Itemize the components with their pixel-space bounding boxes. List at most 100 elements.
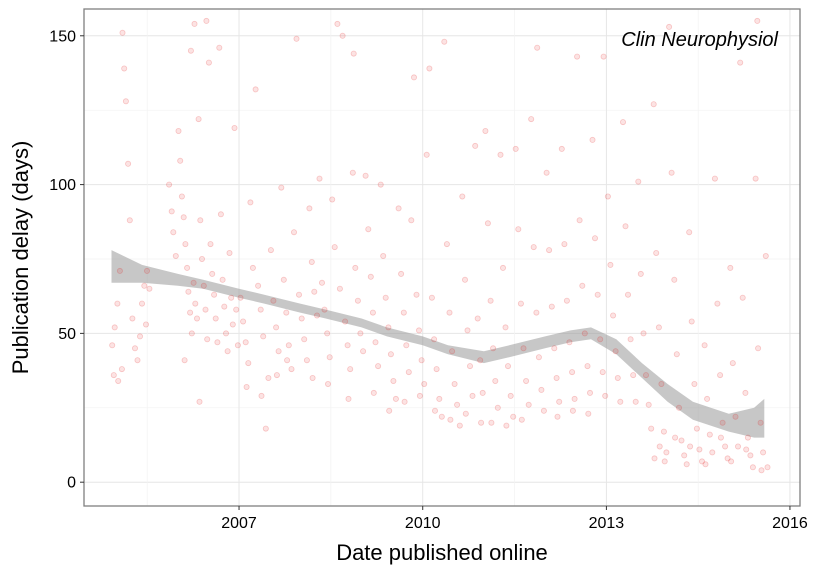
- data-point: [324, 330, 331, 337]
- data-point: [706, 431, 713, 438]
- data-point: [627, 336, 634, 343]
- data-point: [242, 339, 249, 346]
- data-point: [260, 333, 267, 340]
- data-point: [421, 380, 428, 387]
- data-point: [386, 407, 393, 414]
- data-point: [200, 282, 207, 289]
- y-tick-label: 50: [58, 326, 76, 343]
- data-point: [231, 125, 238, 132]
- journal-annotation: Clin Neurophysiol: [621, 29, 778, 51]
- data-point: [497, 151, 504, 158]
- data-point: [602, 392, 609, 399]
- data-point: [760, 449, 767, 456]
- data-point: [462, 410, 469, 417]
- data-point: [205, 59, 212, 66]
- data-point: [744, 434, 751, 441]
- data-point: [401, 398, 408, 405]
- data-point: [181, 357, 188, 364]
- x-tick-label: 2007: [221, 515, 257, 532]
- data-point: [563, 297, 570, 304]
- data-point: [540, 407, 547, 414]
- data-point: [614, 374, 621, 381]
- data-point: [612, 348, 619, 355]
- data-point: [284, 357, 291, 364]
- data-point: [528, 116, 535, 123]
- data-point: [298, 315, 305, 322]
- data-point: [400, 309, 407, 316]
- data-point: [339, 32, 346, 39]
- data-point: [216, 44, 223, 51]
- data-point: [198, 255, 205, 262]
- data-point: [661, 458, 668, 465]
- y-axis: 0 50 100 150: [49, 28, 84, 492]
- data-point: [466, 363, 473, 370]
- data-point: [188, 330, 195, 337]
- data-points: [109, 17, 771, 474]
- data-point: [478, 419, 485, 426]
- data-point: [375, 363, 382, 370]
- data-point: [683, 461, 690, 468]
- data-point: [187, 47, 194, 54]
- data-point: [324, 380, 331, 387]
- y-tick-label: 100: [49, 177, 76, 194]
- data-point: [303, 357, 310, 364]
- data-point: [699, 458, 706, 465]
- data-point: [410, 74, 417, 81]
- data-point: [714, 300, 721, 307]
- data-point: [571, 395, 578, 402]
- data-point: [678, 437, 685, 444]
- data-point: [587, 389, 594, 396]
- data-point: [211, 291, 218, 298]
- data-point: [764, 464, 771, 471]
- data-point: [321, 306, 328, 313]
- data-point: [594, 291, 601, 298]
- data-point: [138, 300, 145, 307]
- data-point: [732, 413, 739, 420]
- data-point: [446, 309, 453, 316]
- data-point: [599, 369, 606, 376]
- data-point: [212, 315, 219, 322]
- data-point: [405, 369, 412, 376]
- data-point: [436, 395, 443, 402]
- data-point: [752, 175, 759, 182]
- data-point: [184, 264, 191, 271]
- data-point: [249, 264, 256, 271]
- data-point: [592, 235, 599, 242]
- data-point: [293, 35, 300, 42]
- data-point: [141, 282, 148, 289]
- data-point: [329, 196, 336, 203]
- data-point: [702, 461, 709, 468]
- data-point: [472, 142, 479, 149]
- data-point: [190, 279, 197, 286]
- data-point: [433, 366, 440, 373]
- data-point: [416, 392, 423, 399]
- data-point: [581, 330, 588, 337]
- data-point: [724, 455, 731, 462]
- data-point: [668, 169, 675, 176]
- data-point: [762, 252, 769, 259]
- data-point: [360, 348, 367, 355]
- data-point: [515, 226, 522, 233]
- data-point: [507, 392, 514, 399]
- data-point: [285, 342, 292, 349]
- data-point: [688, 318, 695, 325]
- data-point: [645, 401, 652, 408]
- data-point: [663, 449, 670, 456]
- data-point: [354, 297, 361, 304]
- data-point: [717, 372, 724, 379]
- data-point: [309, 374, 316, 381]
- data-point: [554, 413, 561, 420]
- data-point: [673, 351, 680, 358]
- data-point: [119, 29, 126, 36]
- data-point: [551, 345, 558, 352]
- data-point: [214, 339, 221, 346]
- data-point: [757, 419, 764, 426]
- data-point: [755, 345, 762, 352]
- data-point: [178, 193, 185, 200]
- data-point: [265, 374, 272, 381]
- data-point: [267, 247, 274, 254]
- data-point: [313, 312, 320, 319]
- data-point: [443, 241, 450, 248]
- data-point: [318, 279, 325, 286]
- data-point: [275, 348, 282, 355]
